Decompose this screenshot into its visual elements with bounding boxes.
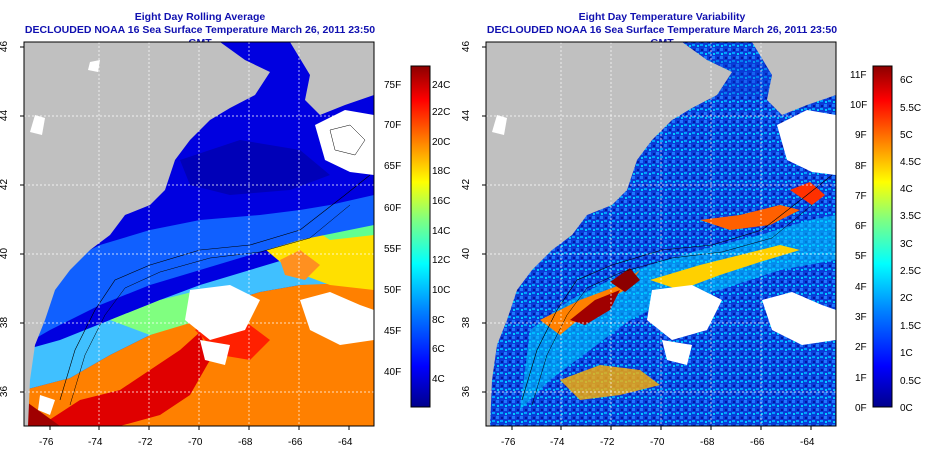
left-lon-68: -68 (238, 437, 253, 448)
left-colorbar (410, 65, 431, 408)
right-cbar-f-5: 5F (855, 251, 867, 262)
right-cbar-c-0.5: 0.5C (900, 376, 922, 387)
left-lon-74: -74 (88, 437, 103, 448)
right-cbar-c-2: 2C (900, 293, 913, 304)
right-title: Eight Day Temperature Variability DECLOU… (482, 11, 842, 50)
right-graticule (486, 42, 836, 426)
left-lon-72: -72 (138, 437, 153, 448)
right-lon-70: -70 (650, 437, 665, 448)
left-cbar-c-12: 12C (432, 255, 451, 266)
right-cbar-c-4: 4C (900, 184, 913, 195)
left-title-line1: Eight Day Rolling Average (134, 11, 266, 23)
right-cbar-f-6: 6F (855, 221, 867, 232)
left-lat-42: 42 (0, 178, 11, 191)
right-cbar-f-7: 7F (855, 191, 867, 202)
right-cbar-c-5: 5C (900, 130, 913, 141)
left-cbar-f-40: 40F (384, 367, 402, 378)
left-lat-44: 44 (0, 109, 11, 122)
right-lon-68: -68 (700, 437, 715, 448)
left-cbar-f-70: 70F (384, 120, 402, 131)
right-lon-72: -72 (600, 437, 615, 448)
right-cbar-f-4: 4F (855, 282, 867, 293)
left-lat-36: 36 (0, 385, 11, 398)
right-cbar-f-8: 8F (855, 161, 867, 172)
right-cbar-c-1.5: 1.5C (900, 321, 922, 332)
right-lon-64: -64 (800, 437, 815, 448)
left-lat-46: 46 (0, 40, 11, 53)
left-cbar-f-75: 75F (384, 80, 402, 91)
right-cbar-c-3.5: 3.5C (900, 211, 922, 222)
right-cbar-f-0: 0F (855, 403, 867, 414)
left-cbar-c-4: 4C (432, 374, 445, 385)
left-lon-76: -76 (39, 437, 54, 448)
left-lat-40: 40 (0, 247, 11, 260)
right-cbar-c-3: 3C (900, 239, 913, 250)
right-lat-38: 38 (461, 316, 473, 329)
left-lon-64: -64 (338, 437, 353, 448)
left-cbar-c-10: 10C (432, 285, 451, 296)
left-lon-66: -66 (288, 437, 303, 448)
right-cbar-c-0: 0C (900, 403, 913, 414)
right-cbar-c-2.5: 2.5C (900, 266, 922, 277)
right-cbar-f-9: 9F (855, 130, 867, 141)
right-lon-66: -66 (750, 437, 765, 448)
right-cbar-c-4.5: 4.5C (900, 157, 922, 168)
right-lat-40: 40 (461, 247, 473, 260)
right-lat-46: 46 (461, 40, 473, 53)
right-lat-44: 44 (461, 109, 473, 122)
right-lat-36: 36 (461, 385, 473, 398)
left-cbar-c-24: 24C (432, 80, 451, 91)
left-lat-38: 38 (0, 316, 11, 329)
right-lon-74: -74 (550, 437, 565, 448)
right-cbar-f-3: 3F (855, 312, 867, 323)
left-cbar-f-55: 55F (384, 244, 402, 255)
left-cbar-c-8: 8C (432, 315, 445, 326)
left-cbar-f-45: 45F (384, 326, 402, 337)
right-cbar-f-2: 2F (855, 342, 867, 353)
right-cbar-c-6: 6C (900, 75, 913, 86)
right-cbar-f-10: 10F (850, 100, 868, 111)
left-cbar-c-6: 6C (432, 344, 445, 355)
right-cbar-c-5.5: 5.5C (900, 103, 922, 114)
left-cbar-f-60: 60F (384, 203, 402, 214)
left-cbar-f-50: 50F (384, 285, 402, 296)
right-lat-42: 42 (461, 178, 473, 191)
right-cbar-f-11: 11F (850, 70, 867, 81)
left-cbar-c-14: 14C (432, 226, 451, 237)
right-lon-76: -76 (501, 437, 516, 448)
right-title-line1: Eight Day Temperature Variability (578, 11, 746, 23)
right-cbar-c-1: 1C (900, 348, 913, 359)
left-cbar-f-65: 65F (384, 161, 402, 172)
left-graticule (24, 42, 374, 426)
left-lon-70: -70 (188, 437, 203, 448)
left-cbar-c-16: 16C (432, 196, 451, 207)
right-colorbar (872, 65, 893, 408)
left-cbar-c-18: 18C (432, 166, 451, 177)
left-cbar-c-20: 20C (432, 137, 451, 148)
right-cbar-f-1: 1F (855, 373, 867, 384)
left-cbar-c-22: 22C (432, 107, 451, 118)
